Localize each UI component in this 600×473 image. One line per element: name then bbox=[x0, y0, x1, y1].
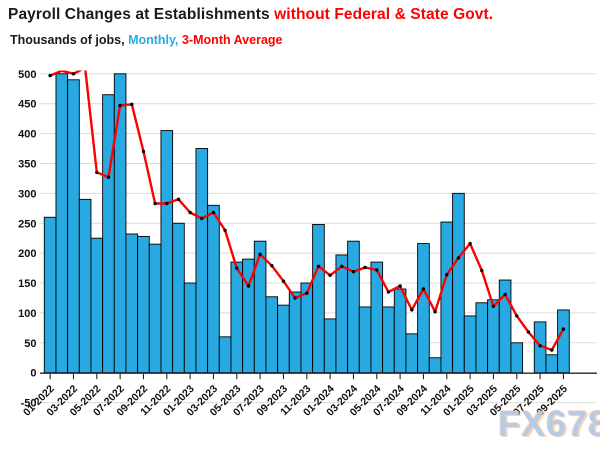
legend-average-label: 3-Month Average bbox=[182, 33, 283, 47]
y-tick-label: 400 bbox=[18, 129, 36, 141]
y-tick-label: 450 bbox=[18, 99, 36, 111]
y-tick-label: 300 bbox=[18, 188, 36, 200]
y-tick-label: -50 bbox=[21, 398, 37, 410]
y-tick-label: 100 bbox=[18, 308, 36, 320]
chart-subtitle-legend: Thousands of jobs, Monthly, 3-Month Aver… bbox=[10, 33, 283, 47]
y-tick-label: 50 bbox=[24, 338, 36, 350]
chart-title-main: Payroll Changes at Establishments bbox=[8, 6, 270, 23]
chart-title: Payroll Changes at Establishments withou… bbox=[8, 6, 493, 24]
y-tick-label: 250 bbox=[18, 218, 36, 230]
y-tick-label: 150 bbox=[18, 278, 36, 290]
y-tick-label: 350 bbox=[18, 159, 36, 171]
subtitle-units-label: Thousands of jobs, bbox=[10, 33, 125, 47]
chart-title-highlight: without Federal & State Govt. bbox=[274, 6, 494, 23]
y-tick-label: 0 bbox=[30, 368, 36, 380]
y-tick-label: 200 bbox=[18, 248, 36, 260]
legend-monthly-label: Monthly, bbox=[128, 33, 179, 47]
y-tick-label: 500 bbox=[18, 69, 36, 81]
